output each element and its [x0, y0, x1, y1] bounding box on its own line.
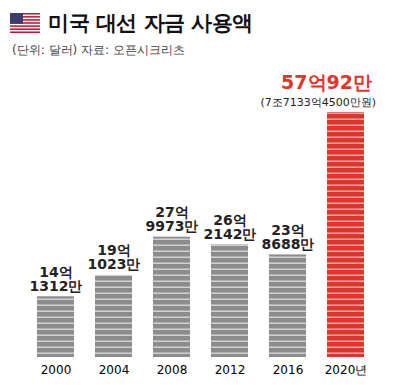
html-text:(단위: 달러) 자료: 오픈시크리츠: (단위: 달러) 자료: 오픈시크리츠 — [12, 43, 185, 57]
svg-text:14억1312만: 14억1312만 — [30, 264, 83, 294]
svg-text:2008: 2008 — [157, 363, 188, 377]
svg-text:27억9973만: 27억9973만 — [146, 204, 199, 234]
svg-text:26억2142만: 26억2142만 — [204, 212, 257, 242]
svg-text:(7조7133억4500만원): (7조7133억4500만원) — [260, 96, 376, 109]
svg-text:2004: 2004 — [99, 363, 130, 377]
svg-text:19억1023만: 19억1023만 — [88, 242, 141, 272]
svg-text:2012: 2012 — [215, 363, 246, 377]
html-text:미국 대선 자금 사용액: 미국 대선 자금 사용액 — [48, 11, 253, 35]
svg-text:23억8688만: 23억8688만 — [262, 222, 315, 252]
svg-text:2020년: 2020년 — [325, 363, 368, 377]
svg-text:2016: 2016 — [273, 363, 304, 377]
svg-text:57억92만: 57억92만 — [281, 71, 372, 93]
svg-text:2000: 2000 — [41, 363, 72, 377]
